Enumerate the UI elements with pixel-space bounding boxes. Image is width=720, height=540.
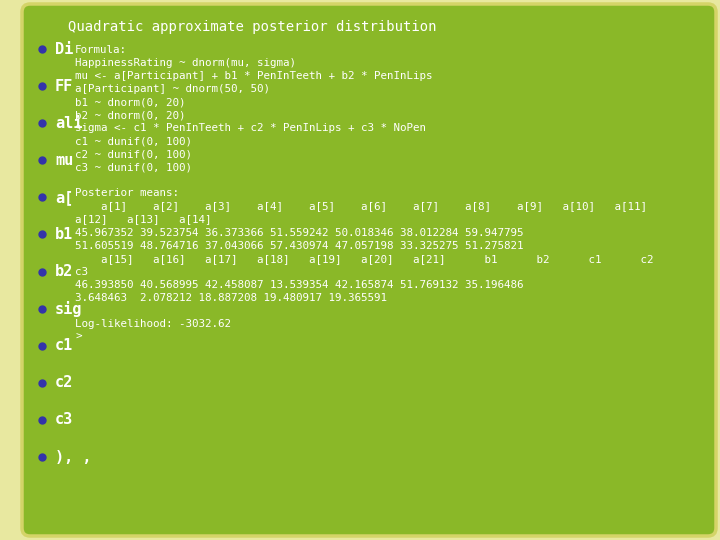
Text: c3: c3 [55,413,73,427]
Text: c2: c2 [55,375,73,390]
Text: sig: sig [55,301,82,316]
Text: Quadratic approximate posterior distribution: Quadratic approximate posterior distribu… [68,20,436,34]
Text: Di: Di [55,42,73,57]
Text: ), ,: ), , [55,449,91,464]
FancyBboxPatch shape [22,4,716,536]
Text: ali: ali [55,116,82,131]
Text: a[: a[ [55,190,73,205]
Text: FF: FF [55,79,73,93]
Text: c1: c1 [55,338,73,353]
Text: mu: mu [55,153,73,168]
Text: b1: b1 [55,227,73,242]
Text: b2: b2 [55,264,73,279]
Text: Formula:
HappinessRating ~ dnorm(mu, sigma)
mu <- a[Participant] + b1 * PenInTee: Formula: HappinessRating ~ dnorm(mu, sig… [75,45,654,342]
